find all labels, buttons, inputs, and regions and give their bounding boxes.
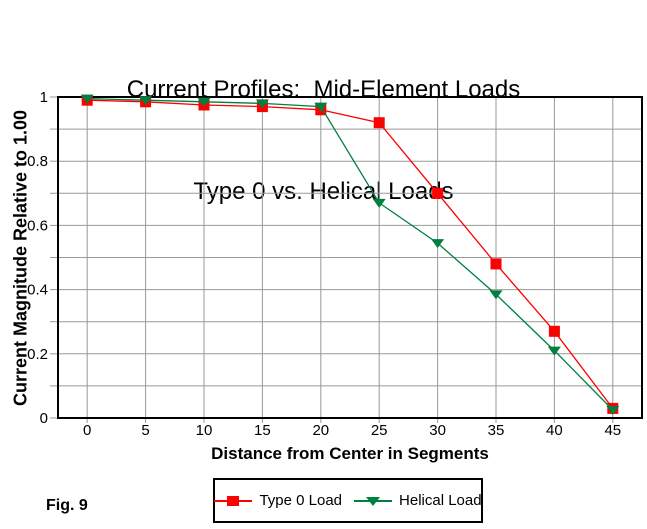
svg-text:1: 1 [40,89,48,106]
legend-item-helical-load: Helical Load [354,492,482,509]
chart-title: Current Profiles: Mid-Element Loads Type… [0,5,647,243]
chart-title-line2: Type 0 vs. Helical Loads [193,178,454,205]
svg-text:15: 15 [254,422,271,439]
svg-text:0: 0 [83,422,91,439]
legend: Type 0 Load Helical Load [213,478,483,523]
svg-text:0.6: 0.6 [27,217,48,234]
svg-text:10: 10 [196,422,213,439]
svg-text:30: 30 [429,422,446,439]
svg-text:40: 40 [546,422,563,439]
x-axis-title: Distance from Center in Segments [211,444,489,463]
svg-text:0: 0 [40,410,48,427]
legend-item-type0-load: Type 0 Load [214,492,342,509]
type0-load-marker-icon [214,495,253,506]
svg-text:0.8: 0.8 [27,153,48,170]
legend-label-type0-load: Type 0 Load [259,492,343,509]
helical-load-marker-icon [354,496,393,506]
svg-text:5: 5 [141,422,149,439]
figure-number: Fig. 9 [46,497,88,514]
svg-text:25: 25 [371,422,388,439]
svg-text:45: 45 [604,422,621,439]
y-axis-title: Current Magnitude Relative to 1.00 [10,109,31,407]
svg-text:0.4: 0.4 [27,282,48,299]
svg-text:35: 35 [488,422,505,439]
chart-title-line1: Current Profiles: Mid-Element Loads [126,76,521,103]
svg-text:0.2: 0.2 [27,346,48,363]
svg-text:20: 20 [312,422,329,439]
legend-label-helical-load: Helical Load [399,492,482,509]
